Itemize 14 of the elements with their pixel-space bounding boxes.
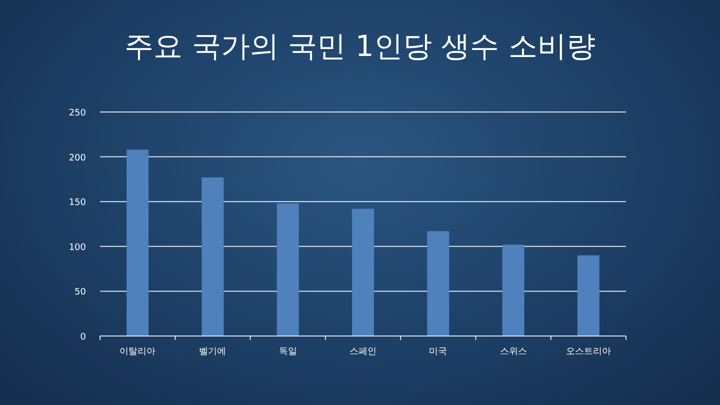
y-tick-label: 150 — [68, 198, 86, 208]
y-tick-label: 100 — [68, 242, 86, 253]
y-tick-label: 50 — [74, 288, 86, 298]
y-tick-label: 0 — [80, 332, 86, 342]
x-tick-label: 이탈리아 — [120, 347, 156, 357]
x-tick-label: 스위스 — [500, 347, 527, 357]
chart-title: 주요 국가의 국민 1인당 생수 소비량 — [124, 29, 596, 63]
x-tick-label: 스페인 — [350, 347, 376, 357]
x-tick-label: 오스트리아 — [566, 347, 611, 357]
x-tick-label: 미국 — [429, 347, 448, 357]
x-tick-label: 벨기에 — [199, 347, 226, 357]
x-tick-label: 독일 — [278, 347, 297, 357]
y-tick-label: 250 — [68, 108, 86, 118]
y-tick-label: 200 — [68, 153, 86, 164]
